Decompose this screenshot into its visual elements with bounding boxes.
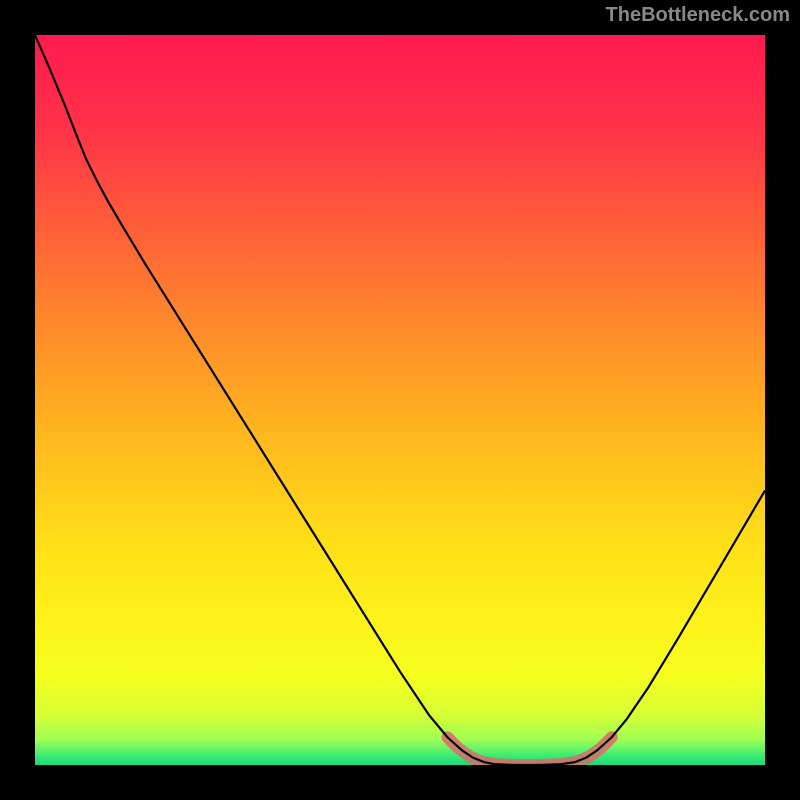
gradient-background (35, 35, 765, 765)
chart-plot-area (35, 35, 765, 765)
watermark-text: TheBottleneck.com (606, 4, 790, 27)
chart-svg (35, 35, 765, 765)
